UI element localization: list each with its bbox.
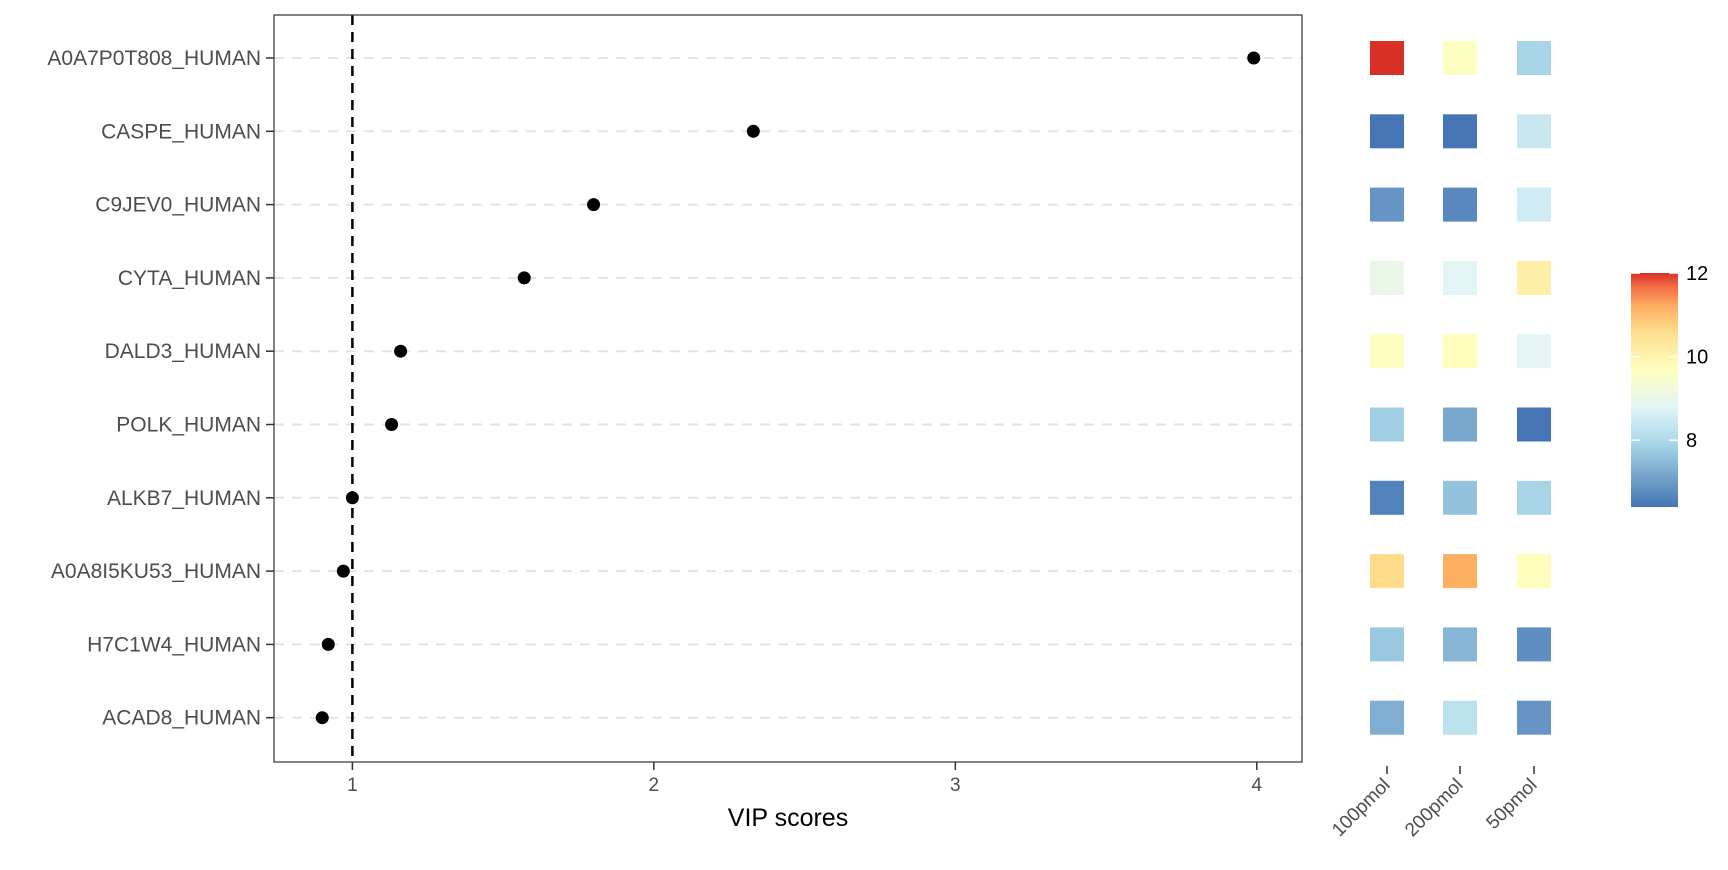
heatmap-cell (1370, 334, 1404, 369)
points-layer (315, 51, 1261, 725)
x-tick-label: 1 (347, 775, 358, 796)
heatmap-cell (1370, 114, 1404, 149)
heatmap-column-label: 100pmol (1328, 775, 1394, 841)
heatmap-cell (1443, 554, 1477, 589)
colorbar-legend: 8 10 12 (1631, 263, 1708, 507)
data-point (321, 637, 335, 651)
heatmap-cell (1370, 260, 1404, 295)
grid-layer (274, 57, 1302, 719)
data-point (587, 198, 601, 212)
data-point (517, 271, 531, 285)
y-tick-label: A0A8I5KU53_HUMAN (51, 560, 261, 583)
heatmap-cell (1443, 187, 1477, 222)
y-tick-label: CASPE_HUMAN (101, 120, 261, 143)
heatmap-cell (1517, 41, 1551, 75)
y-tick-label: ACAD8_HUMAN (102, 707, 261, 730)
colorbar (1631, 273, 1678, 507)
heatmap-cell (1517, 260, 1551, 295)
data-point (1247, 51, 1261, 65)
heatmap (1370, 41, 1551, 735)
y-tick-label: H7C1W4_HUMAN (87, 633, 261, 656)
colorbar-tick-label: 10 (1686, 347, 1708, 369)
heatmap-cell (1517, 700, 1551, 735)
heatmap-cell (1443, 334, 1477, 369)
heatmap-cell (1370, 480, 1404, 515)
heatmap-cell (1517, 187, 1551, 222)
heatmap-column-label: 200pmol (1401, 775, 1467, 841)
heatmap-cell (1443, 41, 1477, 75)
x-tick-label: 4 (1251, 775, 1262, 796)
heatmap-cell (1443, 407, 1477, 442)
heatmap-cell (1517, 627, 1551, 662)
heatmap-cell (1370, 700, 1404, 735)
y-tick-label: DALD3_HUMAN (105, 340, 261, 363)
heatmap-cell (1517, 480, 1551, 515)
data-point (345, 491, 359, 505)
x-tick-label: 3 (950, 775, 961, 796)
heatmap-cell (1370, 554, 1404, 589)
heatmap-cell (1517, 114, 1551, 149)
heatmap-cell (1370, 187, 1404, 222)
heatmap-cell (1443, 114, 1477, 149)
heatmap-x-axis: 100pmol 200pmol 50pmol (1328, 766, 1542, 841)
colorbar-tick-label: 12 (1686, 263, 1708, 285)
heatmap-cell (1443, 260, 1477, 295)
heatmap-cell (1443, 700, 1477, 735)
heatmap-cell (1370, 407, 1404, 442)
heatmap-cell (1517, 407, 1551, 442)
heatmap-cell (1370, 41, 1404, 75)
heatmap-cell (1517, 554, 1551, 589)
data-point (394, 344, 408, 358)
heatmap-cell (1517, 334, 1551, 369)
colorbar-tick-label: 8 (1686, 430, 1697, 452)
x-axis-title: VIP scores (728, 804, 848, 832)
data-point (385, 418, 399, 431)
heatmap-cell (1443, 480, 1477, 515)
heatmap-cell (1443, 627, 1477, 662)
y-tick-label: CYTA_HUMAN (118, 267, 261, 290)
y-tick-label: C9JEV0_HUMAN (95, 194, 261, 217)
heatmap-cell (1370, 627, 1404, 662)
x-tick-label: 2 (649, 775, 660, 796)
y-tick-label: ALKB7_HUMAN (107, 487, 261, 510)
y-tick-label: A0A7P0T808_HUMAN (47, 47, 261, 70)
x-axis: 1 2 3 4 (347, 762, 1262, 796)
data-point (336, 564, 350, 578)
data-point (746, 124, 760, 138)
y-axis: A0A7P0T808_HUMAN CASPE_HUMAN C9JEV0_HUMAN C… (47, 47, 274, 730)
panel-border (273, 14, 1303, 763)
y-tick-label: POLK_HUMAN (116, 414, 261, 437)
data-point (315, 711, 329, 725)
heatmap-column-label: 50pmol (1483, 775, 1542, 834)
